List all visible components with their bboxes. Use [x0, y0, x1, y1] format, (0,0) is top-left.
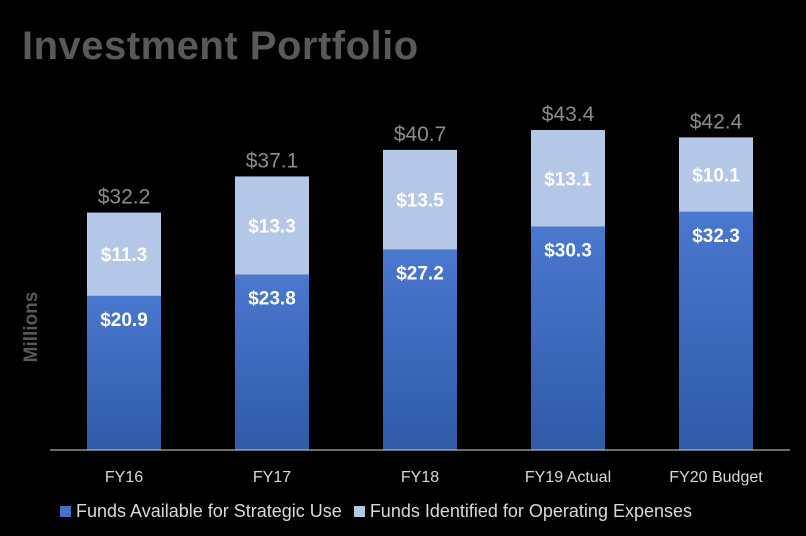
total-label: $40.7	[394, 123, 447, 146]
bar-strategic	[87, 295, 161, 450]
x-tick-label: FY20 Budget	[669, 469, 763, 486]
data-label-strategic: $20.9	[100, 310, 148, 331]
legend-swatch-operating	[353, 506, 365, 517]
bar-strategic	[531, 226, 605, 450]
legend-label-strategic: Funds Available for Strategic Use	[76, 501, 342, 521]
bar-operating	[235, 176, 309, 275]
data-label-operating: $11.3	[101, 245, 148, 266]
data-label-strategic: $27.2	[396, 263, 444, 284]
x-tick-label: FY16	[105, 469, 143, 486]
bar-strategic	[679, 211, 753, 450]
data-label-operating: $13.5	[396, 191, 444, 212]
data-label-strategic: $30.3	[544, 241, 592, 262]
total-label: $43.4	[542, 103, 595, 126]
total-label: $32.2	[98, 186, 151, 209]
legend-item-strategic: Funds Available for Strategic Use	[60, 501, 342, 522]
bar-operating	[531, 130, 605, 227]
legend-item-operating: Funds Identified for Operating Expenses	[353, 501, 693, 522]
total-label: $37.1	[246, 149, 299, 172]
bar-strategic	[235, 274, 309, 450]
data-label-strategic: $23.8	[248, 289, 296, 310]
legend-swatch-strategic	[60, 506, 71, 517]
legend: Funds Available for Strategic Use Funds …	[60, 501, 704, 522]
bar-operating	[383, 149, 457, 250]
x-tick-label: FY19 Actual	[525, 469, 611, 486]
data-label-operating: $13.3	[248, 216, 296, 237]
x-tick-label: FY17	[253, 469, 291, 486]
data-label-strategic: $32.3	[692, 226, 740, 247]
bar-strategic	[383, 249, 457, 450]
total-label: $42.4	[690, 110, 743, 133]
legend-label-operating: Funds Identified for Operating Expenses	[369, 501, 693, 521]
data-label-operating: $10.1	[692, 166, 740, 187]
x-tick-label: FY18	[401, 469, 439, 486]
bar-operating	[679, 137, 753, 212]
chart-title: Investment Portfolio	[22, 24, 419, 68]
bar-operating	[87, 212, 161, 296]
data-label-operating: $13.1	[544, 169, 592, 190]
